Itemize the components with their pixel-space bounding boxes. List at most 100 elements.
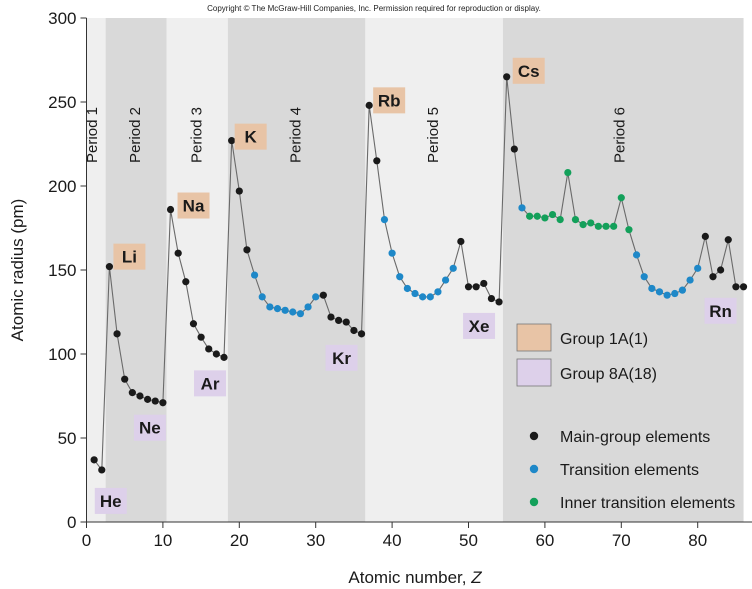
- transition-point: [663, 291, 671, 299]
- transition-point: [273, 305, 282, 313]
- inner-transition-point: [533, 212, 541, 220]
- element-symbol: Na: [183, 197, 205, 216]
- transition-point: [686, 276, 694, 284]
- x-axis-title-text: Atomic number,: [348, 568, 471, 587]
- element-symbol: K: [245, 128, 258, 147]
- transition-point: [426, 293, 434, 301]
- x-tick-label: 50: [459, 531, 478, 550]
- main-group-point: [495, 298, 503, 306]
- element-label-box: [234, 123, 267, 150]
- main-group-point: [90, 456, 98, 464]
- y-axis-title: Atomic radius (pm): [8, 199, 27, 342]
- main-group-point: [113, 330, 121, 338]
- x-tick-label: 20: [230, 531, 249, 550]
- main-group-point: [128, 389, 136, 397]
- element-symbol: Ne: [139, 419, 161, 438]
- element-label-cs: Cs: [512, 57, 545, 84]
- main-group-point: [327, 313, 335, 321]
- main-group-point: [457, 237, 465, 246]
- element-label-box: [463, 312, 496, 339]
- element-symbol: Ar: [201, 374, 220, 393]
- element-label-k: K: [234, 123, 267, 150]
- y-tick-label: 100: [48, 345, 76, 364]
- legend-item-1: Group 1A(1): [516, 323, 648, 352]
- transition-point: [281, 306, 289, 314]
- transition-point: [258, 293, 266, 301]
- main-group-point: [319, 291, 327, 299]
- element-label-na: Na: [177, 192, 210, 219]
- main-group-point: [151, 397, 159, 405]
- transition-point: [388, 249, 396, 257]
- main-group-point: [350, 326, 358, 335]
- element-label-ar: Ar: [194, 370, 227, 397]
- legend-item-4: Transition elements: [529, 462, 699, 479]
- legend-item-5: Inner transition elements: [529, 495, 735, 512]
- legend-label: Group 1A(1): [560, 331, 648, 348]
- element-label-box: [194, 370, 227, 397]
- inner-transition-point: [610, 222, 618, 230]
- main-group-point: [487, 294, 496, 303]
- x-tick-label: 70: [612, 531, 631, 550]
- main-group-point: [724, 236, 732, 244]
- main-group-point: [732, 283, 740, 291]
- legend-label: Group 8A(18): [560, 366, 657, 383]
- transition-point: [304, 303, 312, 311]
- transition-point: [678, 286, 687, 294]
- element-label-he: He: [94, 487, 127, 514]
- main-group-point: [739, 283, 748, 291]
- period-band-3: [166, 18, 228, 522]
- inner-transition-point: [541, 214, 549, 222]
- y-tick-label: 50: [58, 429, 77, 448]
- x-tick-label: 0: [82, 531, 91, 550]
- main-group-point: [335, 316, 343, 324]
- x-axis-title: Atomic number, Z: [348, 568, 482, 587]
- legend-label: Inner transition elements: [560, 495, 735, 512]
- transition-point: [396, 273, 404, 281]
- x-tick-label: 30: [306, 531, 325, 550]
- period-label-6: Period 6: [611, 107, 628, 163]
- y-tick-label: 150: [48, 261, 76, 280]
- copyright-notice: Copyright © The McGraw-Hill Companies, I…: [207, 4, 541, 13]
- inner-transition-point: [548, 210, 557, 219]
- legend-dot: [529, 464, 539, 474]
- legend-swatch: [516, 358, 552, 387]
- main-group-point: [220, 353, 228, 361]
- transition-point: [671, 289, 679, 298]
- element-symbol: Rb: [378, 91, 401, 110]
- transition-point: [250, 271, 259, 279]
- transition-point: [449, 264, 457, 272]
- inner-transition-point: [602, 222, 610, 230]
- element-symbol: He: [100, 492, 122, 511]
- inner-transition-point: [526, 212, 534, 220]
- transition-point: [380, 216, 389, 224]
- transition-point: [411, 289, 419, 298]
- transition-point: [419, 293, 427, 301]
- main-group-point: [243, 246, 251, 254]
- x-tick-label: 10: [153, 531, 172, 550]
- main-group-point: [472, 283, 480, 291]
- main-group-point: [121, 375, 129, 383]
- y-tick-label: 200: [48, 177, 76, 196]
- element-label-box: [177, 192, 210, 219]
- inner-transition-point: [587, 219, 595, 227]
- transition-point: [434, 288, 442, 296]
- legend-item-2: Group 8A(18): [516, 358, 657, 387]
- x-tick-label: 40: [383, 531, 402, 550]
- inner-transition-point: [564, 168, 572, 177]
- legend-label: Transition elements: [560, 462, 699, 479]
- transition-point: [296, 310, 305, 318]
- element-symbol: Li: [122, 248, 137, 267]
- element-label-box: [325, 344, 358, 371]
- inner-transition-point: [579, 221, 587, 229]
- period-band-1: [86, 18, 106, 522]
- main-group-point: [189, 320, 198, 328]
- transition-point: [640, 273, 648, 281]
- x-axis-title-variable: Z: [470, 568, 482, 587]
- inner-transition-point: [556, 216, 564, 224]
- period-label-2: Period 2: [127, 107, 144, 163]
- axis-labels: Atomic number, Z Atomic radius (pm): [8, 199, 482, 587]
- main-group-point: [136, 392, 144, 400]
- period-label-1: Period 1: [84, 107, 101, 163]
- main-group-point: [205, 345, 213, 353]
